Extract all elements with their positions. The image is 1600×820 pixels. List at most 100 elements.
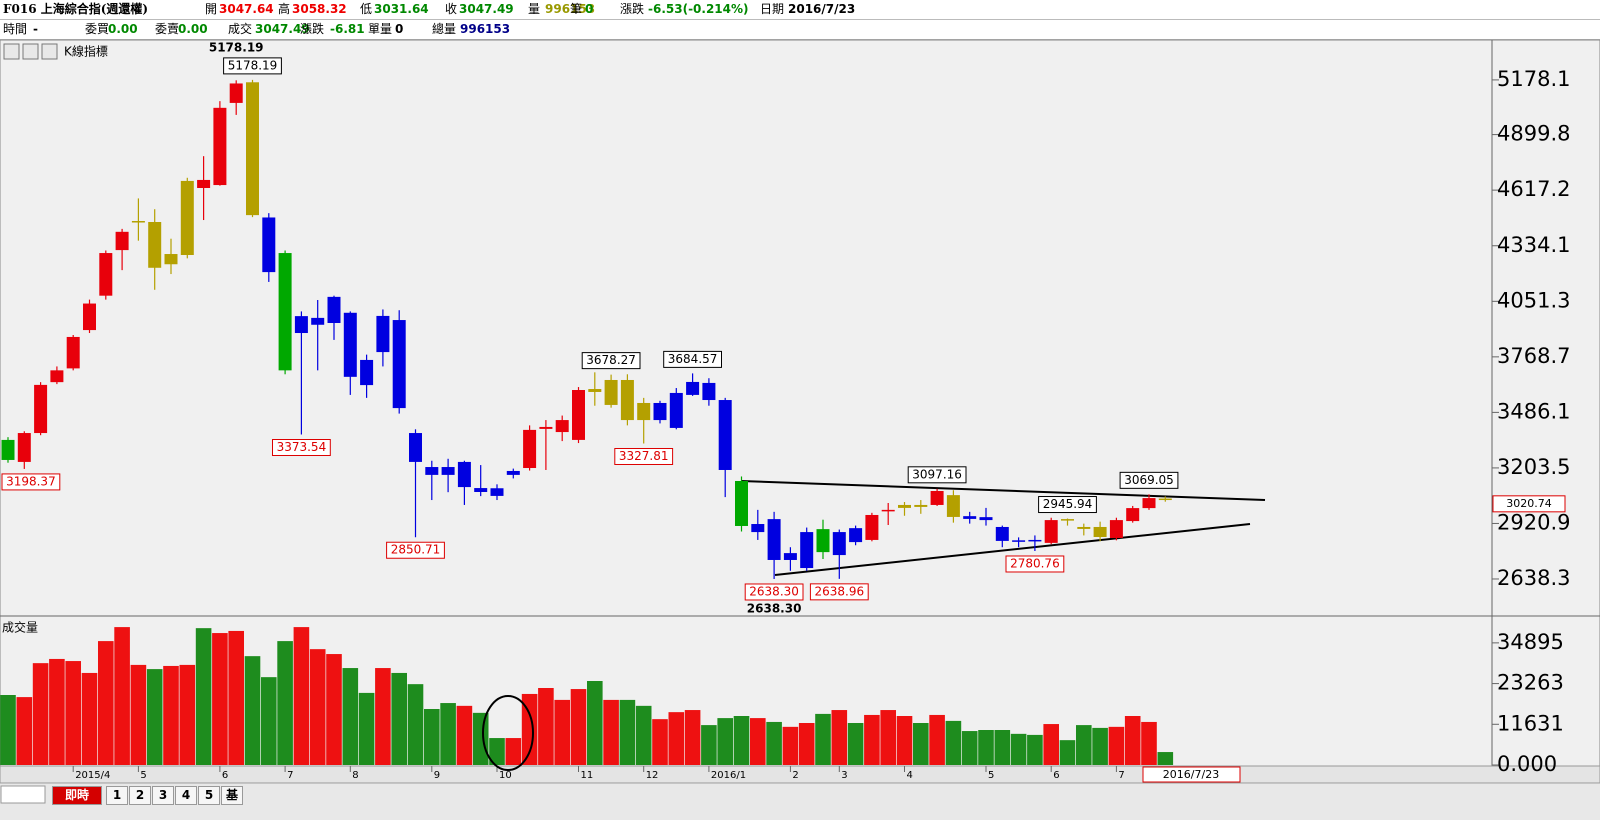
- candle-body: [832, 532, 846, 556]
- y-tick-label: 4051.3: [1497, 288, 1570, 312]
- input-box[interactable]: [0, 785, 46, 804]
- y-tick-label: 5178.1: [1497, 67, 1570, 91]
- volume-bar: [798, 723, 815, 765]
- field-value: 996153: [545, 2, 596, 16]
- candle-body: [930, 491, 944, 505]
- field-value: 0: [395, 22, 404, 36]
- volume-bar: [570, 689, 587, 765]
- candle-body: [441, 467, 455, 475]
- candle-body: [539, 426, 553, 429]
- price-label-box: [386, 541, 445, 559]
- x-tick-label: 3: [841, 770, 847, 781]
- volume-bar: [847, 723, 864, 765]
- field-label: 低: [360, 2, 373, 16]
- candle-body: [555, 420, 569, 433]
- candle-body: [83, 303, 96, 331]
- candle-body: [800, 532, 814, 569]
- candle-body: [572, 390, 585, 440]
- trend-line: [740, 480, 1266, 501]
- candle-body: [1142, 498, 1156, 509]
- min-label: 2638.30: [747, 602, 802, 616]
- tab-bar: [0, 784, 1600, 820]
- candle-body: [1077, 526, 1091, 529]
- x-tick-label: 10: [499, 770, 512, 781]
- field-value: 3047.49: [255, 22, 310, 36]
- volume-bar: [1059, 740, 1076, 765]
- candle-body: [376, 315, 390, 353]
- volume-bar: [98, 641, 114, 765]
- tab[interactable]: 2: [129, 786, 151, 805]
- volume-bar: [815, 713, 831, 765]
- volume-bar: [456, 705, 473, 765]
- candle-body: [914, 504, 928, 507]
- tab[interactable]: 即時: [52, 786, 102, 805]
- y-tick-label: 4899.8: [1497, 122, 1570, 146]
- candle-body: [898, 504, 911, 508]
- candle-body: [620, 379, 634, 421]
- candle-body: [131, 221, 145, 223]
- volume-bar: [978, 730, 994, 765]
- max-label: 5178.19: [209, 41, 264, 55]
- volume-bar: [146, 669, 163, 765]
- tab[interactable]: 5: [198, 786, 220, 805]
- x-tick-label: 12: [646, 770, 659, 781]
- x-tick-label: 2: [792, 770, 798, 781]
- candle-body: [327, 296, 341, 323]
- x-tick-label: 2015/4: [75, 770, 110, 781]
- volume-bar: [1092, 727, 1108, 765]
- toolbar-icons[interactable]: [3, 43, 58, 60]
- tab[interactable]: 4: [175, 786, 197, 805]
- field-label: 量: [528, 2, 541, 16]
- price-label-box: [1, 473, 61, 491]
- volume-bar: [684, 710, 701, 765]
- volume-bar: [668, 712, 685, 765]
- price-label: 3327.81: [619, 449, 669, 463]
- y-tick-label: 11631: [1497, 711, 1564, 735]
- volume-bar: [32, 663, 49, 765]
- x-tick-label: 6: [1053, 770, 1059, 781]
- candle-body: [311, 317, 325, 325]
- last-price-label: 3020.74: [1506, 497, 1552, 510]
- y-tick-label: 4334.1: [1497, 233, 1570, 257]
- symbol: F016 上海綜合指(週還權): [3, 2, 149, 16]
- field-label: 高: [278, 2, 291, 16]
- y-tick-label: 0.000: [1497, 752, 1557, 776]
- candle-body: [506, 470, 520, 475]
- price-label-box: [272, 439, 331, 457]
- volume-bar: [81, 672, 98, 765]
- volume-bar: [750, 718, 766, 765]
- tab[interactable]: 3: [152, 786, 174, 805]
- x-tick-label: 9: [434, 770, 440, 781]
- volume-bar: [228, 630, 244, 765]
- volume-bar: [309, 649, 326, 765]
- candle-body: [946, 495, 960, 517]
- volume-bar: [652, 719, 668, 765]
- candle-body: [865, 514, 879, 540]
- field-value: 3058.32: [292, 2, 347, 16]
- candle-body: [409, 433, 422, 462]
- candle-body: [1061, 519, 1074, 521]
- candle-body: [1044, 520, 1058, 543]
- price-label: 3069.05: [1124, 473, 1174, 487]
- icon[interactable]: [3, 43, 20, 60]
- price-label: 2638.96: [814, 584, 864, 598]
- volume-bar: [212, 633, 228, 765]
- candle-body: [849, 528, 863, 543]
- volume-bar: [1027, 734, 1043, 765]
- price-label: 3097.16: [912, 467, 962, 481]
- icon[interactable]: [22, 43, 39, 60]
- tab[interactable]: 基: [221, 786, 243, 805]
- icon[interactable]: [41, 43, 58, 60]
- candle-body: [294, 316, 308, 334]
- price-label-box: [663, 350, 723, 368]
- volume-title: 成交量: [2, 620, 38, 635]
- tab[interactable]: 1: [106, 786, 128, 805]
- candle-body: [1109, 520, 1123, 538]
- x-tick-label: 7: [287, 770, 293, 781]
- candle-body: [180, 180, 194, 256]
- volume-bar: [538, 688, 554, 765]
- field-value: 0: [585, 2, 594, 16]
- trade-bar: 時間 - 委買 0.00 委賣 0.00 成交 3047.49 漲跌 -6.81 單量 0 總量 9961…: [0, 20, 1600, 40]
- volume-bar: [961, 731, 978, 765]
